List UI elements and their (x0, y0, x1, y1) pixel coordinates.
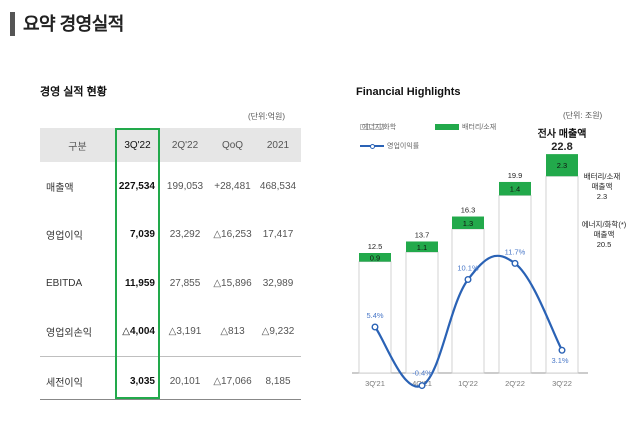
annotation-energy-value: 20.5 (597, 240, 612, 249)
table-row: EBITDA 11,959 27,855 △15,896 32,989 (40, 259, 301, 308)
margin-point (371, 323, 379, 331)
legend-label-energy: 에너지/화학 (362, 124, 397, 131)
total-value-label: 13.7 (415, 230, 430, 239)
legend-swatch-dot (369, 143, 375, 149)
bar-battery (452, 216, 484, 229)
row-label: 매출액 (46, 182, 74, 194)
cell-2q22: △3,191 (168, 326, 202, 338)
row-label: EBITDA (46, 277, 83, 289)
battery-value-label: 1.1 (417, 243, 427, 252)
annotation-battery-value: 2.3 (597, 192, 607, 201)
margin-point (511, 259, 519, 267)
cell-2q22: 23,292 (169, 229, 201, 241)
margin-value-label: 3.1% (551, 356, 568, 365)
col-header-category: 구분 (40, 128, 115, 162)
row-label: 영업이익 (46, 231, 83, 243)
margin-value-label: -0.4% (412, 369, 432, 378)
cell-3q22: 11,959 (124, 277, 155, 289)
margin-point (558, 346, 566, 354)
x-tick-label: 2Q'22 (505, 379, 525, 388)
cell-2021: 32,989 (262, 277, 294, 289)
x-tick-label: 3Q'21 (365, 379, 385, 388)
cell-2021: 8,185 (255, 356, 301, 406)
cell-3q22: 227,534 (118, 180, 155, 192)
total-revenue-label: 전사 매출액 (538, 127, 587, 140)
legend-swatch-energy (360, 124, 384, 130)
margin-value-label: 5.4% (366, 311, 383, 320)
col-header-qoq: QoQ (210, 128, 255, 162)
annotation-battery-sub: 매출액 (592, 181, 613, 191)
annotation-energy-title: 에너지/화학(*) (582, 219, 627, 229)
cell-2021: 468,534 (259, 180, 297, 192)
bar-battery (359, 253, 391, 262)
cell-3q22: 7,039 (129, 229, 155, 241)
cell-qoq: △15,896 (213, 277, 252, 289)
title-accent-bar (10, 12, 15, 36)
highlights-unit: (단위: 조원) (563, 111, 603, 120)
cell-2021: 17,417 (262, 229, 294, 241)
bar-energy (405, 251, 439, 374)
table-title: 경영 실적 현황 (40, 86, 107, 98)
cell-qoq: △16,253 (213, 229, 252, 241)
margin-value-label: 10.1% (457, 264, 479, 273)
table-row: 세전이익 3,035 20,101 △17,066 8,185 (40, 356, 301, 406)
legend-label-margin: 영업이익률 (387, 143, 420, 150)
annotation-energy-sub: 매출액 (594, 229, 615, 239)
cell-2q22: 199,053 (166, 180, 204, 192)
bar-battery (546, 154, 578, 177)
battery-value-label: 2.3 (557, 161, 567, 170)
cell-3q22: △4,004 (122, 326, 155, 338)
total-value-label: 16.3 (461, 206, 476, 215)
performance-table: 구분 3Q'22 2Q'22 QoQ 2021 매출액 227,534 199,… (40, 128, 301, 406)
cell-2q22: 20,101 (160, 356, 210, 406)
table-row: 매출액 227,534 199,053 +28,481 468,534 (40, 162, 301, 211)
cell-qoq: +28,481 (214, 180, 251, 192)
cell-qoq: △17,066 (210, 356, 255, 406)
x-tick-label: 1Q'22 (458, 379, 478, 388)
total-value-label: 22.8 (551, 141, 572, 153)
margin-point (418, 382, 426, 390)
table-header-row: 구분 3Q'22 2Q'22 QoQ 2021 (40, 128, 301, 162)
battery-value-label: 0.9 (370, 253, 380, 262)
total-value-label: 19.9 (508, 171, 523, 180)
cell-qoq: △813 (220, 326, 245, 338)
row-label: 세전이익 (40, 356, 115, 406)
bar-energy (545, 175, 579, 374)
page-title: 요약 경영실적 (23, 14, 124, 34)
legend-label-battery: 배터리/소재 (462, 124, 497, 131)
table-bottom-rule (40, 399, 301, 400)
margin-point (464, 276, 472, 284)
cell-2021: △9,232 (261, 326, 295, 338)
cell-2q22: 27,855 (169, 277, 201, 289)
col-header-2q22: 2Q'22 (160, 128, 210, 162)
annotation-battery-title: 배터리/소재 (584, 172, 621, 181)
row-label: 영업외손익 (46, 328, 92, 340)
highlights-title: Financial Highlights (356, 86, 461, 98)
margin-value-label: 11.7% (505, 247, 526, 256)
col-header-2021: 2021 (255, 128, 301, 162)
col-header-3q22: 3Q'22 (115, 128, 160, 162)
legend-swatch-battery (435, 124, 459, 130)
bar-battery (406, 241, 438, 253)
battery-value-label: 1.3 (463, 219, 473, 228)
table-unit: (단위:억원) (248, 112, 285, 121)
x-tick-label: 3Q'22 (552, 379, 572, 388)
table-row: 영업외손익 △4,004 △3,191 △813 △9,232 (40, 308, 301, 357)
bar-energy (358, 261, 392, 374)
bar-energy (498, 194, 532, 374)
table-row: 영업이익 7,039 23,292 △16,253 17,417 (40, 211, 301, 260)
bar-battery (499, 181, 531, 196)
total-value-label: 12.5 (368, 242, 383, 251)
battery-value-label: 1.4 (510, 185, 520, 194)
